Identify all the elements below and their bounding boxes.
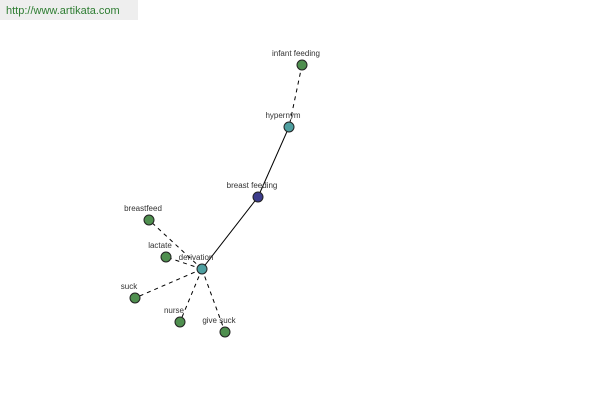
node-label: lactate	[148, 241, 172, 250]
node	[143, 214, 155, 226]
edge	[179, 268, 203, 323]
node-label: suck	[121, 282, 138, 291]
edge	[201, 196, 259, 270]
node-label: breast feeding	[227, 181, 278, 190]
edge	[257, 126, 290, 198]
node-label: breastfeed	[124, 204, 162, 213]
edge	[288, 64, 303, 128]
node	[252, 191, 264, 203]
node	[160, 251, 172, 263]
site-url[interactable]: http://www.artikata.com	[0, 0, 138, 20]
node-label: nurse	[164, 306, 185, 315]
node	[129, 292, 141, 304]
node-label: derivation	[179, 253, 214, 262]
node	[283, 121, 295, 133]
node	[219, 326, 231, 338]
edge	[201, 268, 226, 333]
node	[296, 59, 308, 71]
edge	[165, 256, 203, 270]
node	[196, 263, 208, 275]
node-label: give suck	[202, 316, 236, 325]
node-label: hypernym	[265, 111, 300, 120]
node-label: infant feeding	[272, 49, 320, 58]
node	[174, 316, 186, 328]
